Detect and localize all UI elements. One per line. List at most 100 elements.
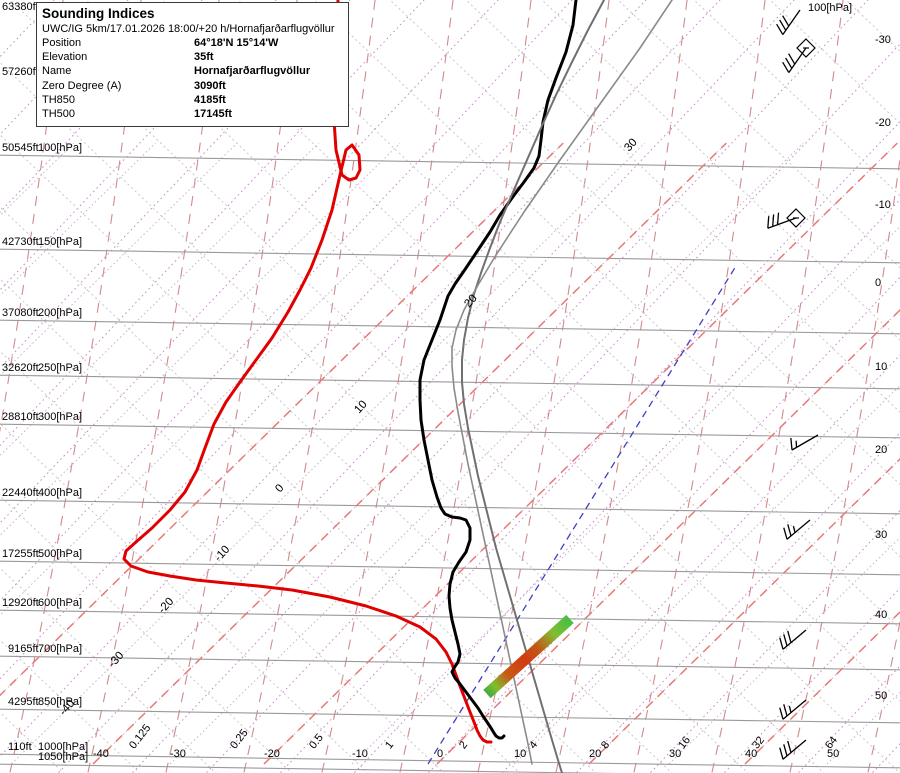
- barb-full-tick: [783, 527, 788, 540]
- dry-adiabat-line: [465, 0, 900, 413]
- dry-adiabat-line: [0, 350, 445, 773]
- indices-value: 64°18'N 15°14'W: [194, 37, 279, 49]
- bottom-temperature-tick: 50: [827, 748, 840, 760]
- right-temperature-tick: 20: [875, 444, 888, 456]
- pressure-level-label: 500[hPa]: [38, 548, 83, 560]
- wind-barb: [790, 434, 819, 451]
- pressure-level-label: 1000[hPa]: [38, 741, 89, 753]
- moist-adiabat-line: [711, 0, 844, 773]
- freezing-level-line: [427, 265, 737, 765]
- major-isotherm-line: [0, 142, 564, 697]
- indices-key: Elevation: [42, 51, 88, 64]
- right-temperature-tick: 0: [875, 277, 882, 289]
- moist-adiabat-line: [399, 0, 532, 773]
- isobar-lines: [0, 154, 900, 773]
- barb-full-tick: [776, 23, 784, 35]
- barb-full-tick: [772, 214, 775, 227]
- barb-half-tick: [788, 705, 792, 713]
- thermal-gradient-bar: [483, 614, 574, 699]
- indices-key: Zero Degree (A): [42, 79, 122, 92]
- pressure-level-label: 150[hPa]: [38, 236, 83, 248]
- altitude-label: 28810ft: [2, 411, 39, 423]
- major-isotherm-line: [436, 309, 900, 765]
- right-temperature-tick: 10: [875, 361, 888, 373]
- barb-full-tick: [767, 216, 770, 229]
- right-temperature-tick: -30: [875, 34, 891, 46]
- altitude-label: 50545ft: [2, 142, 39, 154]
- indices-value: 35ft: [194, 51, 214, 64]
- altitude-label: 110ft: [8, 741, 32, 753]
- panel-subtitle: UWC/IG 5km/17.01.2026 18:00/+20 h/Hornaf…: [42, 23, 335, 35]
- sounding-indices-panel: Sounding Indices UWC/IG 5km/17.01.2026 1…: [36, 2, 349, 128]
- wind-barb: [776, 9, 801, 35]
- indices-row: Zero Degree (A) 3090ft: [42, 79, 343, 93]
- barb-full-tick: [779, 707, 784, 720]
- indices-value: 17145ft: [194, 108, 232, 121]
- altitude-label: 37080ft: [2, 307, 39, 319]
- barb-full-tick: [782, 15, 790, 27]
- altitude-label: 57260ft: [2, 66, 39, 78]
- pressure-level-label: 250[hPa]: [38, 362, 83, 374]
- barb-shaft: [788, 47, 807, 73]
- isotherm-skew-line: [513, 384, 900, 765]
- bottom-temperature-tick: 30: [669, 748, 682, 760]
- moist-adiabat-line: [321, 0, 454, 773]
- bottom-temperature-tick: 40: [745, 748, 758, 760]
- moist-adiabat-line: [555, 0, 688, 773]
- isobar-line: [0, 708, 900, 724]
- isobar-line: [0, 319, 900, 335]
- curve-lcl-dry-adiabat-leg: [451, 0, 673, 765]
- altitude-label: 32620ft: [2, 362, 39, 374]
- indices-key: Name: [42, 65, 72, 78]
- pressure-level-label: 100[hPa]: [38, 142, 83, 154]
- bottom-temperature-tick: 20: [589, 748, 602, 760]
- barb-full-tick: [779, 637, 784, 650]
- major-isotherm-line: [744, 610, 900, 765]
- right-temperature-tick: -10: [875, 199, 891, 211]
- indices-row: Name Hornafjarðarflugvöllur: [42, 64, 343, 78]
- panel-title: Sounding Indices: [42, 6, 155, 21]
- bottom-temperature-tick: 10: [514, 748, 527, 760]
- altitude-label: 17255ft: [2, 548, 39, 560]
- dry-adiabat-line: [541, 0, 900, 341]
- indices-value: 3090ft: [194, 79, 226, 92]
- barb-half-tick: [792, 525, 796, 533]
- bottom-temperature-tick: -20: [264, 748, 280, 760]
- altitude-label: 42730ft: [2, 236, 39, 248]
- pressure-level-label: 400[hPa]: [38, 487, 83, 499]
- barb-full-tick: [787, 740, 792, 753]
- sounding-curves: [122, 0, 673, 773]
- altitude-label: 63380ft: [2, 1, 39, 13]
- moist-adiabat-line: [477, 0, 610, 773]
- isobar-line: [0, 763, 618, 773]
- isotherm-skew-line: [668, 536, 900, 765]
- isobar-line: [0, 499, 900, 515]
- barb-shaft: [782, 629, 807, 650]
- major-isotherm-line: [263, 142, 898, 765]
- dry-adiabat-line: [769, 0, 900, 125]
- isotherm-skew-line: [11, 142, 646, 765]
- wind-barb: [767, 208, 806, 229]
- indices-value: Hornafjarðarflugvöllur: [194, 65, 311, 78]
- indices-row: Position 64°18'N 15°14'W: [42, 36, 343, 50]
- barb-full-tick: [783, 704, 788, 717]
- pressure-level-label: 300[hPa]: [38, 411, 83, 423]
- wind-barb: [783, 519, 811, 540]
- right-temperature-tick: -20: [875, 117, 891, 129]
- barb-diamond-marker: [796, 38, 816, 58]
- pressure-level-label: 200[hPa]: [38, 307, 83, 319]
- thermal-gradient-bar: [483, 614, 574, 699]
- isobar-line: [0, 753, 900, 769]
- altitude-label: 22440ft: [2, 487, 39, 499]
- moist-adiabat-line: [633, 0, 766, 773]
- barb-full-tick: [779, 19, 787, 31]
- barb-shaft: [782, 739, 807, 760]
- isobar-line: [0, 560, 900, 576]
- top-pressure-level-label: 100[hPa]: [808, 2, 853, 14]
- dry-adiabat-line: [0, 134, 673, 773]
- indices-row: Elevation 35ft: [42, 50, 343, 64]
- barb-full-tick: [783, 634, 788, 647]
- barb-shaft: [782, 9, 801, 35]
- altitude-label: 9165ft: [8, 643, 39, 655]
